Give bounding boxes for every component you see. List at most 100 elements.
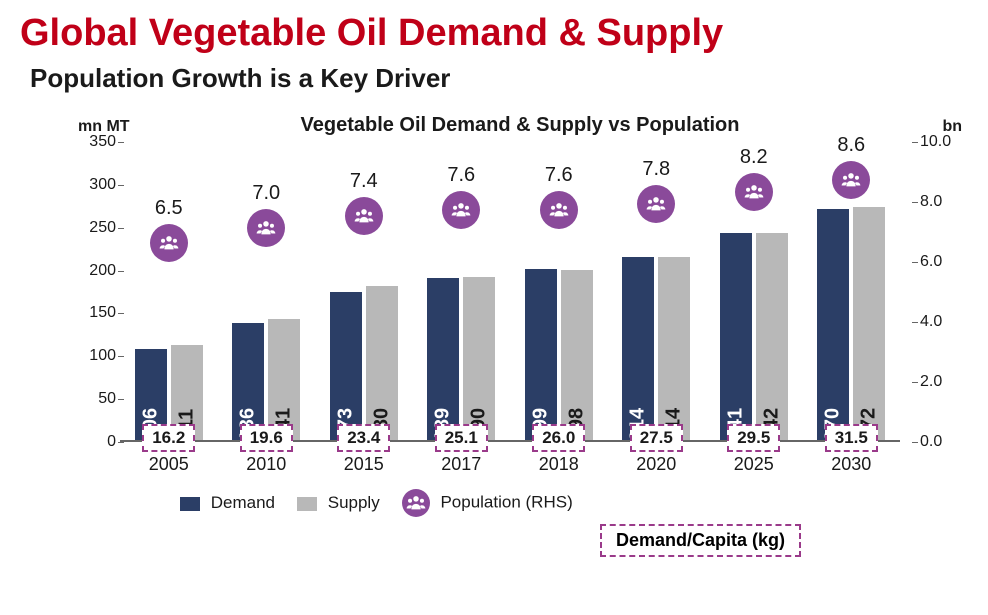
bar-group: 241242 8.2 <box>705 142 803 440</box>
per-capita-cell: 27.5 <box>608 446 706 452</box>
population-value: 8.2 <box>740 146 768 169</box>
chart-container: mn MT Vegetable Oil Demand & Supply vs P… <box>80 114 960 584</box>
population-value: 7.4 <box>350 170 378 193</box>
population-value: 7.6 <box>447 164 475 187</box>
people-icon <box>540 191 578 229</box>
population-marker: 7.0 <box>218 182 316 247</box>
bar-group: 214214 7.8 <box>608 142 706 440</box>
y-right-tick: 6.0 <box>920 253 960 271</box>
supply-bar: 272 <box>853 207 885 440</box>
people-icon <box>832 161 870 199</box>
per-capita-value: 29.5 <box>727 424 780 452</box>
population-marker: 7.8 <box>608 158 706 223</box>
demand-bar: 136 <box>232 323 264 440</box>
legend-population-icon <box>402 489 430 517</box>
x-category: 2020 <box>608 454 706 475</box>
x-category: 2018 <box>510 454 608 475</box>
y-right-tick: 0.0 <box>920 433 960 451</box>
legend-population-label: Population (RHS) <box>440 492 572 511</box>
population-marker: 7.6 <box>510 164 608 229</box>
supply-bar: 141 <box>268 319 300 440</box>
y-right-tick: 2.0 <box>920 373 960 391</box>
legend-per-capita: Demand/Capita (kg) <box>600 524 801 557</box>
legend-supply-label: Supply <box>328 493 380 512</box>
x-category: 2017 <box>413 454 511 475</box>
population-value: 8.6 <box>837 134 865 157</box>
x-category: 2030 <box>803 454 901 475</box>
x-axis-row: 20052010201520172018202020252030 <box>120 454 900 475</box>
plot-area: 1061116.51361417.01731807.41891907.61991… <box>120 142 900 442</box>
legend-demand: Demand <box>180 493 275 513</box>
y-axis-left: 050100150200250300350 <box>80 142 116 442</box>
population-marker: 8.2 <box>705 146 803 211</box>
y-left-tick: 0 <box>80 433 116 451</box>
y-left-tick: 150 <box>80 304 116 322</box>
bar-group: 136141 7.0 <box>218 142 316 440</box>
per-capita-value: 26.0 <box>532 424 585 452</box>
per-capita-value: 23.4 <box>337 424 390 452</box>
legend-demand-label: Demand <box>211 493 275 512</box>
per-capita-value: 31.5 <box>825 424 878 452</box>
bar-group: 199198 7.6 <box>510 142 608 440</box>
people-icon <box>735 173 773 211</box>
per-capita-cell: 29.5 <box>705 446 803 452</box>
supply-bar: 214 <box>658 257 690 440</box>
per-capita-value: 16.2 <box>142 424 195 452</box>
supply-bar: 198 <box>561 270 593 440</box>
supply-bar: 190 <box>463 277 495 440</box>
population-marker: 8.6 <box>803 134 901 199</box>
people-icon <box>150 224 188 262</box>
population-value: 6.5 <box>155 197 183 220</box>
population-marker: 7.4 <box>315 170 413 235</box>
population-value: 7.6 <box>545 164 573 187</box>
x-category: 2025 <box>705 454 803 475</box>
bar-group: 189190 7.6 <box>413 142 511 440</box>
people-icon <box>442 191 480 229</box>
y-axis-right: 0.02.04.06.08.010.0 <box>920 142 960 442</box>
per-capita-row: 16.219.623.425.126.027.529.531.5 <box>120 446 900 452</box>
per-capita-cell: 19.6 <box>218 446 316 452</box>
y-left-tick: 50 <box>80 390 116 408</box>
page-subtitle: Population Growth is a Key Driver <box>30 63 968 94</box>
demand-bar: 270 <box>817 209 849 440</box>
bar-group: 1061116.5 <box>120 142 218 440</box>
x-category: 2005 <box>120 454 218 475</box>
legend-supply: Supply <box>297 493 380 513</box>
per-capita-value: 27.5 <box>630 424 683 452</box>
y-right-tick: 8.0 <box>920 193 960 211</box>
y-left-tick: 350 <box>80 133 116 151</box>
per-capita-cell: 31.5 <box>803 446 901 452</box>
y-left-tick: 250 <box>80 219 116 237</box>
legend-demand-swatch <box>180 497 200 511</box>
supply-bar: 180 <box>366 286 398 440</box>
legend-supply-swatch <box>297 497 317 511</box>
demand-bar: 173 <box>330 292 362 440</box>
people-icon <box>247 209 285 247</box>
bar-group: 173180 7.4 <box>315 142 413 440</box>
y-left-tick: 200 <box>80 262 116 280</box>
population-value: 7.8 <box>642 158 670 181</box>
demand-bar: 214 <box>622 257 654 440</box>
population-value: 7.0 <box>252 182 280 205</box>
per-capita-cell: 26.0 <box>510 446 608 452</box>
y-right-tick: 4.0 <box>920 313 960 331</box>
population-marker: 7.6 <box>413 164 511 229</box>
demand-bar: 189 <box>427 278 459 440</box>
bar-group: 2702728.6 <box>803 142 901 440</box>
per-capita-value: 19.6 <box>240 424 293 452</box>
population-marker: 6.5 <box>120 197 218 262</box>
y-right-tick: 10.0 <box>920 133 960 151</box>
y-left-tick: 100 <box>80 347 116 365</box>
demand-bar: 241 <box>720 233 752 440</box>
demand-bar: 199 <box>525 269 557 440</box>
y-left-tick: 300 <box>80 176 116 194</box>
x-category: 2010 <box>218 454 316 475</box>
legend: Demand Supply Population (RHS) <box>180 489 573 517</box>
per-capita-cell: 16.2 <box>120 446 218 452</box>
supply-bar: 242 <box>756 233 788 440</box>
people-icon <box>345 197 383 235</box>
per-capita-cell: 23.4 <box>315 446 413 452</box>
legend-population: Population (RHS) <box>402 489 573 517</box>
people-icon <box>637 185 675 223</box>
page-title: Global Vegetable Oil Demand & Supply <box>20 12 968 55</box>
